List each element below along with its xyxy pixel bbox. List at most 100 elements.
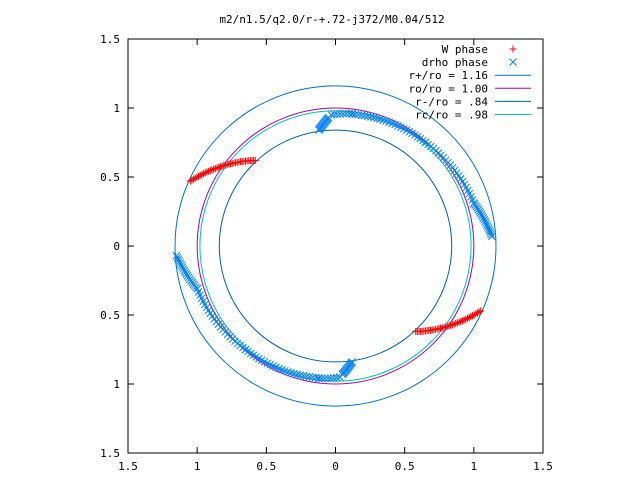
series-1-point-99	[179, 264, 188, 273]
x-tick-label-2: 0.5	[256, 460, 276, 473]
series-0-point-13	[208, 166, 216, 174]
series-1-point-80	[478, 212, 487, 221]
series-1-point-90	[487, 230, 495, 239]
series-1-point-27	[363, 112, 372, 121]
legend-label-3: ro/ro = 1.00	[409, 82, 488, 95]
series-1-point-183	[348, 358, 356, 366]
series-1-point-84	[482, 219, 490, 228]
series-0-point-14	[210, 165, 218, 173]
legend-swatch-0	[509, 45, 517, 53]
series-0-point-64	[452, 320, 460, 328]
series-0-point-18	[216, 163, 224, 171]
series-1-point-30	[373, 114, 381, 123]
circle-1	[196, 107, 475, 385]
series-1-point-81	[479, 214, 488, 222]
series-0-point-62	[448, 321, 456, 329]
y-tick-label-5: 1	[113, 378, 120, 391]
y-tick-label-3: 0	[113, 240, 120, 253]
series-0-point-65	[453, 319, 461, 327]
series-1-point-165	[324, 374, 332, 383]
series-0-point-70	[462, 315, 470, 323]
series-0-point-11	[205, 167, 213, 175]
series-1-point-158	[305, 372, 314, 381]
series-1-point-28	[366, 113, 375, 121]
series-0-point-71	[463, 314, 471, 322]
series-1-point-153	[290, 369, 298, 378]
series-1-point-17	[336, 110, 345, 118]
series-1-point-164	[321, 374, 329, 383]
x-tick-label-6: 1.5	[533, 460, 553, 473]
axis-ticks: 1.5 1 0.5 0 0.5 1 1.51.510.500.511.5	[100, 33, 553, 473]
series-1-point-29	[370, 113, 378, 122]
series-1-point-156	[299, 371, 308, 380]
series-0-point-72	[465, 314, 473, 322]
series-1-point-168	[332, 373, 341, 382]
x-tick-label-0: 1.5	[118, 460, 138, 473]
series-0-point-79	[477, 307, 485, 315]
series-0-point-67	[457, 317, 465, 325]
legend-label-4: r-/ro = .84	[415, 95, 488, 108]
circle-0	[174, 85, 497, 407]
series-0-point-39	[251, 156, 259, 164]
series-1-point-94	[174, 255, 183, 264]
series-1-point-157	[302, 372, 311, 381]
series-1-point-155	[296, 371, 305, 379]
reference-circles	[174, 85, 497, 407]
series-1-point-163	[318, 374, 326, 383]
series-0-point-58	[442, 323, 450, 331]
y-tick-label-1: 1	[113, 102, 120, 115]
legend-label-0: W phase	[442, 43, 488, 56]
series-0-point-73	[467, 313, 475, 321]
series-0-point-17	[215, 163, 223, 171]
series-1-point-96	[176, 259, 185, 268]
series-1-point-159	[308, 373, 317, 382]
series-1	[172, 109, 496, 383]
series-1-point-162	[315, 374, 323, 383]
series-1-point-18	[339, 109, 347, 118]
data-points	[172, 109, 496, 383]
x-tick-label-3: 0	[332, 460, 339, 473]
series-0-point-15	[211, 164, 219, 172]
series-1-point-22	[348, 110, 356, 119]
legend-label-1: drho phase	[422, 56, 488, 69]
y-tick-label-4: 0.5	[100, 309, 120, 322]
series-0-point-8	[200, 170, 208, 178]
series-1-point-16	[333, 110, 342, 119]
series-0-point-63	[450, 320, 458, 328]
series-1-point-25	[357, 111, 366, 120]
series-1-point-92	[172, 251, 181, 260]
series-0-point-61	[447, 321, 455, 329]
series-1-point-98	[178, 263, 187, 271]
series-1-point-97	[177, 261, 185, 270]
series-1-point-24	[354, 110, 363, 119]
series-0-point-69	[460, 316, 468, 324]
series-0-point-20	[220, 162, 228, 170]
series-1-point-82	[480, 215, 489, 224]
x-tick-label-5: 1	[471, 460, 478, 473]
y-tick-label-6: 1.5	[100, 447, 120, 460]
series-0-point-16	[213, 164, 221, 172]
series-0-point-6	[196, 171, 204, 179]
circle-3	[199, 110, 472, 382]
series-1-point-152	[287, 368, 295, 377]
series-1-point-26	[360, 111, 369, 120]
x-tick-label-1: 1	[194, 460, 201, 473]
series-0-point-19	[218, 162, 226, 170]
series-1-point-20	[345, 109, 353, 118]
series-1-point-93	[173, 253, 182, 262]
series-0-point-78	[475, 308, 483, 316]
series-0-point-7	[198, 170, 206, 178]
series-0-point-60	[445, 322, 453, 330]
series-0-point-5	[195, 172, 203, 180]
series-1-point-95	[175, 257, 184, 266]
circle-2	[218, 129, 453, 363]
legend-swatch-1	[509, 58, 517, 66]
y-tick-label-0: 1.5	[100, 33, 120, 46]
x-tick-label-4: 0.5	[395, 460, 415, 473]
series-0-point-4	[193, 173, 201, 181]
series-0-point-68	[458, 317, 466, 325]
legend-label-2: r+/ro = 1.16	[409, 69, 488, 82]
series-0-point-9	[201, 169, 209, 177]
